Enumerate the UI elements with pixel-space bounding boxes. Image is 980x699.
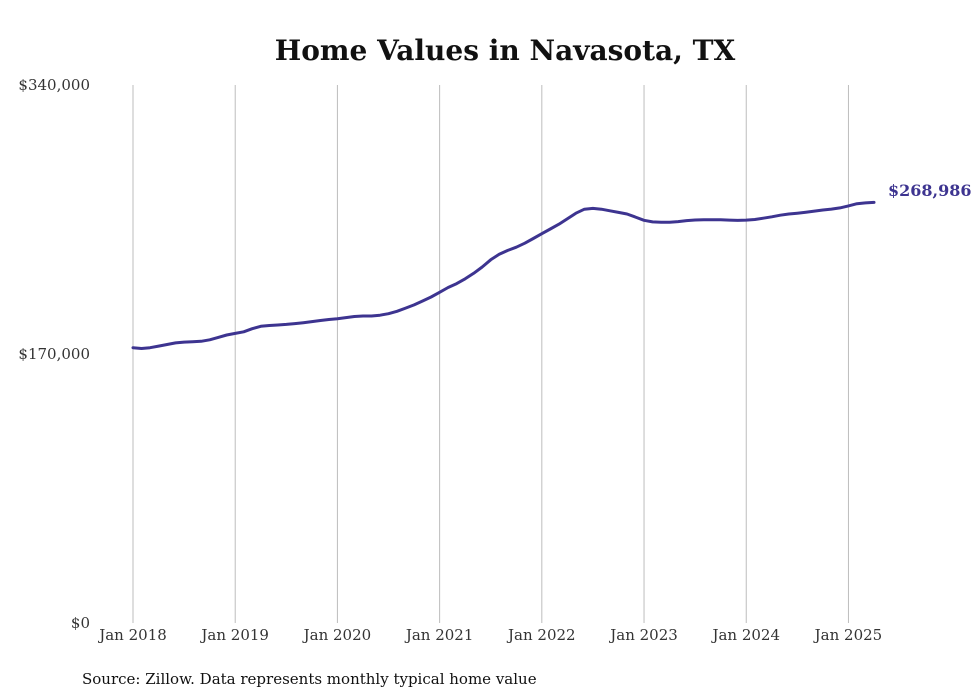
source-note: Source: Zillow. Data represents monthly …: [82, 670, 537, 688]
x-axis-ticks: Jan 2018 Jan 2019 Jan 2020 Jan 2021 Jan 2022…: [97, 626, 882, 644]
series-layer: [131, 200, 876, 350]
x-tick-label: Jan 2024: [710, 626, 780, 644]
x-tick-label: Jan 2025: [813, 626, 883, 644]
gridlines: [132, 85, 849, 623]
chart-title: Home Values in Navasota, TX: [275, 34, 736, 67]
y-axis-ticks: $340,000 $170,000 $0: [18, 76, 90, 632]
x-tick-label: Jan 2018: [97, 626, 167, 644]
series-line: [131, 200, 876, 350]
end-value-label: $268,986: [888, 181, 972, 200]
y-tick-label: $170,000: [18, 345, 90, 363]
x-tick-label: Jan 2020: [302, 626, 372, 644]
x-tick-label: Jan 2021: [404, 626, 474, 644]
x-tick-label: Jan 2023: [608, 626, 678, 644]
x-tick-label: Jan 2022: [506, 626, 576, 644]
y-tick-label: $340,000: [18, 76, 90, 94]
x-tick-label: Jan 2019: [199, 626, 269, 644]
y-tick-label: $0: [71, 614, 90, 632]
